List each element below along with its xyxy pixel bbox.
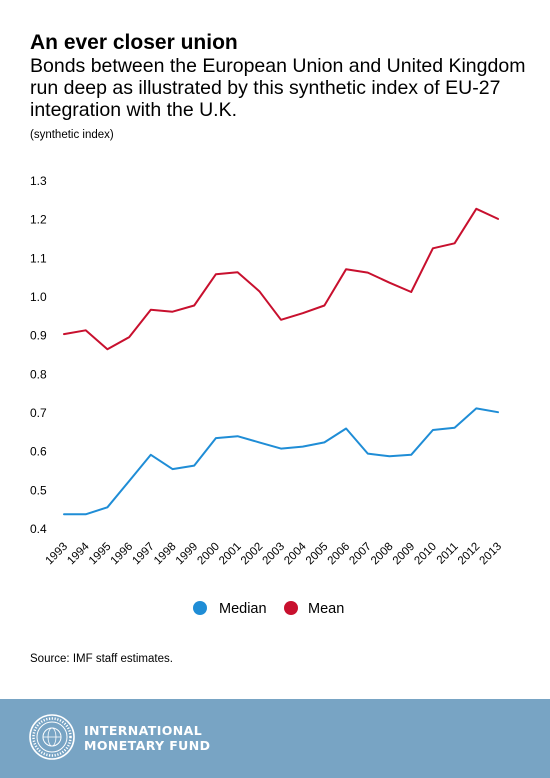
y-axis-ticks: 0.4 0.5 0.6 0.7 0.8 0.9 1.0 1.1 1.2 1.3	[30, 174, 47, 536]
x-tick-label: 2003	[261, 541, 288, 568]
x-tick-label: 1996	[109, 541, 136, 568]
x-tick-label: 2000	[195, 541, 222, 568]
org-name-line-1: INTERNATIONAL	[84, 723, 203, 738]
org-name-line-2: MONETARY FUND	[84, 738, 211, 753]
x-tick-label: 2006	[326, 541, 353, 568]
imf-wordmark: INTERNATIONAL MONETARY FUND	[84, 723, 210, 753]
imf-seal-icon	[29, 714, 75, 760]
x-tick-label: 2009	[391, 541, 418, 568]
x-tick-label: 1998	[152, 541, 179, 568]
chart-legend[interactable]: Median Mean	[193, 601, 344, 617]
x-tick-label: 2005	[304, 541, 331, 568]
y-tick-label: 1.2	[30, 213, 47, 227]
x-tick-label: 1997	[130, 541, 157, 568]
chart-title: An ever closer union	[30, 31, 238, 54]
x-tick-label: 1994	[65, 540, 92, 567]
line-chart: 0.40.50.60.70.80.91.01.11.21.3 199319941…	[30, 174, 505, 617]
y-tick-label: 0.5	[30, 483, 47, 497]
x-tick-label: 2007	[347, 541, 374, 568]
y-tick-label: 0.7	[30, 406, 47, 420]
legend-marker	[193, 601, 207, 615]
y-tick-label: 1.1	[30, 251, 47, 265]
y-tick-label: 0.8	[30, 367, 47, 381]
legend-item-mean[interactable]: Mean	[284, 601, 344, 617]
x-tick-label: 1999	[174, 541, 201, 568]
chart-subtitle: Bonds between the European Union and Uni…	[30, 55, 526, 121]
unit-label: (synthetic index)	[30, 129, 114, 141]
x-tick-label: 2013	[478, 541, 505, 568]
series-lines	[63, 207, 499, 516]
x-axis-ticks: 1993199419951996199719981999200020012002…	[44, 540, 505, 567]
y-tick-label: 1.0	[30, 290, 47, 304]
series-line-median	[63, 407, 499, 516]
x-tick-label: 1995	[87, 541, 114, 568]
y-tick-label: 0.6	[30, 445, 47, 459]
legend-item-median[interactable]: Median	[193, 601, 267, 617]
x-tick-label: 2010	[412, 541, 439, 568]
x-tick-label: 2012	[456, 541, 483, 568]
x-tick-label: 1993	[44, 541, 71, 568]
y-tick-label: 0.4	[30, 522, 47, 536]
source-note: Source: IMF staff estimates.	[30, 653, 173, 665]
legend-label: Mean	[308, 601, 344, 617]
x-tick-label: 2002	[239, 541, 266, 568]
x-tick-label: 2001	[217, 541, 244, 568]
series-line-mean	[63, 207, 499, 351]
x-tick-label: 2011	[435, 541, 461, 567]
x-tick-label: 2004	[282, 540, 309, 567]
y-tick-label: 1.3	[30, 174, 47, 188]
y-tick-label: 0.9	[30, 329, 47, 343]
imf-footer-bar: INTERNATIONAL MONETARY FUND	[0, 699, 550, 778]
legend-marker	[284, 601, 298, 615]
legend-label: Median	[219, 601, 267, 617]
x-tick-label: 2008	[369, 541, 396, 568]
